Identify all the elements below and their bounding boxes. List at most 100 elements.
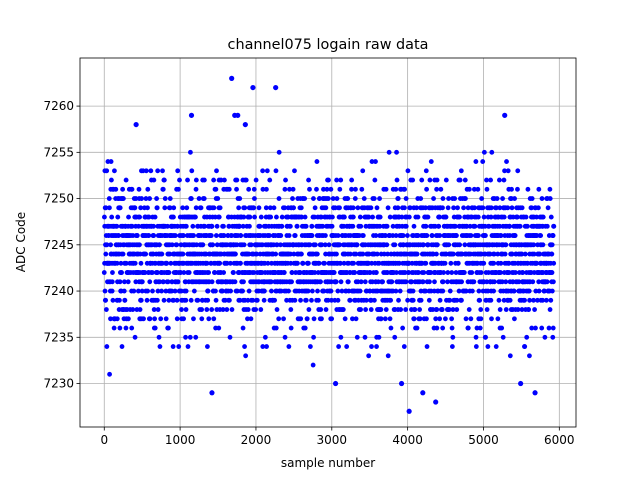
data-point [206,316,212,322]
data-point [461,270,467,275]
outlier-point [406,408,412,414]
data-point [446,196,451,201]
data-point [477,325,483,331]
data-point [206,270,212,275]
data-point [515,307,521,312]
data-point [248,242,254,248]
data-point [340,307,346,312]
data-point [394,177,400,183]
data-point [497,307,503,312]
data-point [497,205,503,211]
data-point [480,159,486,164]
data-point [334,251,339,257]
data-point [260,186,266,192]
data-point [539,325,545,331]
data-point [241,279,246,285]
data-point [314,159,320,164]
data-point [139,196,144,201]
data-point [110,270,115,275]
data-point [515,186,520,192]
data-point [410,177,416,183]
data-point [539,196,545,201]
data-point [363,297,369,303]
data-point [341,214,347,220]
data-point [414,325,420,331]
data-point [103,251,109,257]
data-point [123,177,129,183]
data-point [336,344,342,349]
data-point [139,288,145,294]
data-point [279,223,285,229]
data-point [363,307,369,312]
data-point [189,168,195,174]
data-point [383,307,389,312]
data-point [421,242,426,248]
data-point [443,214,449,220]
data-point [509,186,514,192]
data-point [227,334,233,340]
data-point [245,307,251,312]
data-point [534,260,540,266]
data-point [360,233,366,238]
data-point [529,205,534,211]
data-point [313,242,318,248]
data-point [155,168,161,174]
data-point [536,279,542,285]
data-point [329,316,335,322]
data-point [209,307,215,312]
data-point [338,279,344,285]
data-point [245,316,250,322]
data-point [141,316,146,322]
data-point [325,196,331,201]
data-point [344,344,350,349]
data-point [151,307,157,312]
data-point [185,344,191,349]
data-point [463,288,469,294]
data-point [331,270,337,275]
data-point [288,325,294,331]
data-point [335,288,341,294]
data-point [281,270,287,275]
data-point [267,205,273,211]
data-point [369,344,374,349]
data-point [173,233,178,238]
data-point [514,214,520,220]
data-point [306,307,312,312]
data-point [317,196,322,201]
data-point [536,186,542,192]
data-point [505,168,511,174]
data-point [282,186,288,192]
data-point [166,297,172,303]
data-point [161,177,167,183]
data-point [151,233,157,238]
data-point [378,307,384,312]
data-point [456,288,462,294]
data-point [417,316,423,322]
data-point [303,223,309,229]
data-point [519,307,525,312]
data-point [286,288,291,294]
data-point [318,214,324,220]
data-point [287,186,292,192]
data-point [160,168,165,174]
data-point [498,260,504,266]
data-point [387,316,393,322]
data-point [226,186,232,192]
data-point [292,168,297,174]
data-point [430,307,436,312]
data-point [246,288,252,294]
data-point [283,177,288,183]
data-point [154,297,160,303]
x-tick-label: 6000 [544,433,575,447]
data-point [486,223,492,229]
data-point [509,251,515,257]
data-point [108,242,114,248]
data-point [362,279,368,285]
data-point [512,196,517,201]
data-point [231,270,236,275]
data-point [393,288,399,294]
data-point [403,279,409,285]
data-point [224,307,230,312]
data-point [214,223,220,229]
